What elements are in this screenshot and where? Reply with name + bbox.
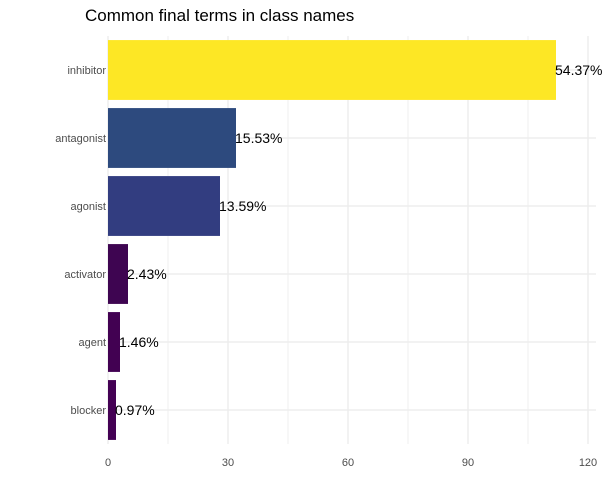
data-label-blocker: 0.97%: [115, 402, 155, 418]
axis-layer: inhibitor antagonist agonist activator agent…: [55, 65, 597, 469]
bar-activator: [108, 244, 128, 304]
bar-agonist: [108, 176, 220, 236]
x-tick-label: 60: [342, 457, 354, 469]
data-label-activator: 2.43%: [127, 266, 167, 282]
label-layer: 54.37% 15.53% 13.59% 2.43% 1.46% 0.97%: [115, 62, 602, 418]
data-label-agonist: 13.59%: [219, 198, 266, 214]
chart-title: Common final terms in class names: [85, 6, 354, 25]
y-tick-label-antagonist: antagonist: [55, 133, 106, 145]
data-label-inhibitor: 54.37%: [555, 62, 602, 78]
bar-blocker: [108, 380, 116, 440]
y-tick-label-agent: agent: [78, 337, 106, 349]
bar-inhibitor: [108, 40, 556, 100]
y-tick-label-activator: activator: [64, 269, 106, 281]
y-tick-label-inhibitor: inhibitor: [67, 65, 106, 77]
x-tick-label: 30: [222, 457, 234, 469]
y-tick-label-blocker: blocker: [71, 405, 107, 417]
y-tick-label-agonist: agonist: [71, 201, 106, 213]
x-tick-label: 0: [105, 457, 111, 469]
bar-layer: [108, 40, 556, 440]
x-tick-label: 90: [462, 457, 474, 469]
bar-agent: [108, 312, 120, 372]
bar-antagonist: [108, 108, 236, 168]
data-label-agent: 1.46%: [119, 334, 159, 350]
data-label-antagonist: 15.53%: [235, 130, 282, 146]
x-tick-label: 120: [579, 457, 597, 469]
